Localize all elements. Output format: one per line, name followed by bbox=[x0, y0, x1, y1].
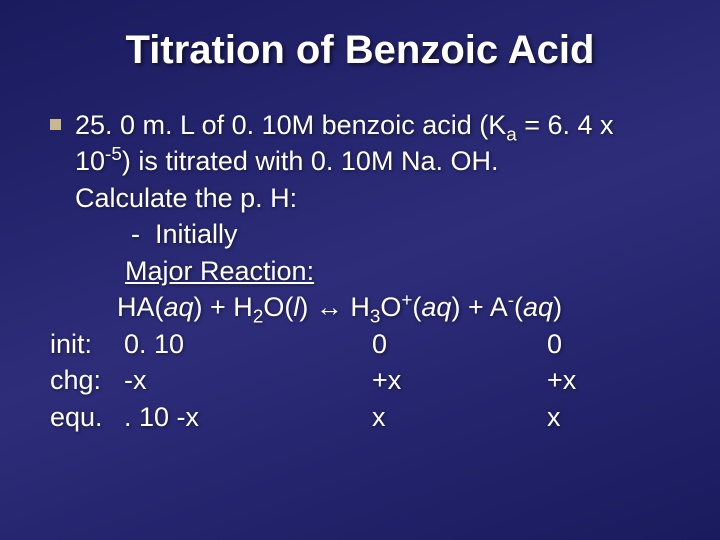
slide-content: 25. 0 m. L of 0. 10M benzoic acid (Ka = … bbox=[50, 107, 670, 435]
major-reaction-label: Major Reaction: bbox=[75, 253, 670, 289]
reaction-equation: HA(aq) + H2O(l) ↔ H3O+(aq) + A-(aq) bbox=[75, 289, 670, 325]
ice-chg-c1: -x bbox=[124, 362, 372, 398]
ice-chg-c2: +x bbox=[372, 362, 527, 398]
ice-init-c1: 0. 10 bbox=[124, 326, 372, 362]
ice-row-chg: chg: -x +x +x bbox=[50, 362, 670, 398]
ice-table: init: 0. 10 0 0 chg: -x +x +x equ. . 10 … bbox=[50, 326, 670, 435]
reaction-r2-sub: 2 bbox=[253, 307, 264, 328]
slide: Titration of Benzoic Acid 25. 0 m. L of … bbox=[0, 0, 720, 540]
reaction-r2-close: ) ↔ H bbox=[299, 292, 370, 322]
ice-chg-label: chg: bbox=[50, 362, 124, 398]
ice-init-label: init: bbox=[50, 326, 124, 362]
reaction-r4-open: ( bbox=[514, 292, 523, 322]
reaction-r3-sup: + bbox=[401, 290, 412, 311]
problem-line1-pre: 25. 0 m. L of 0. 10M benzoic acid (K bbox=[75, 110, 506, 140]
reaction-r3-close: ) + A bbox=[451, 292, 507, 322]
problem-line1-sub: a bbox=[506, 124, 517, 145]
dash: - bbox=[131, 219, 140, 249]
problem-text: 25. 0 m. L of 0. 10M benzoic acid (Ka = … bbox=[75, 107, 670, 326]
ice-equ-c1: . 10 -x bbox=[124, 399, 372, 435]
major-reaction-underline: Major Reaction: bbox=[125, 256, 314, 286]
ice-chg-c3: +x bbox=[527, 362, 627, 398]
reaction-r4-close: ) bbox=[553, 292, 562, 322]
initially-text: Initially bbox=[155, 219, 238, 249]
ice-init-c2: 0 bbox=[372, 326, 527, 362]
reaction-r4-state: aq bbox=[523, 292, 553, 322]
problem-line2-sup: -5 bbox=[105, 144, 122, 165]
reaction-r3-mid: O bbox=[380, 292, 401, 322]
ice-init-c3: 0 bbox=[527, 326, 627, 362]
problem-line2-pre: 10 bbox=[75, 146, 105, 176]
reaction-r1-close: ) + H bbox=[194, 292, 253, 322]
slide-title: Titration of Benzoic Acid bbox=[50, 28, 670, 73]
reaction-r1: HA( bbox=[117, 292, 164, 322]
ice-equ-c3: x bbox=[527, 399, 627, 435]
reaction-r3-state: aq bbox=[421, 292, 451, 322]
problem-line-1: 25. 0 m. L of 0. 10M benzoic acid (Ka = … bbox=[75, 107, 670, 143]
ice-equ-label: equ. bbox=[50, 399, 124, 435]
reaction-r1-state: aq bbox=[164, 292, 194, 322]
problem-bullet: 25. 0 m. L of 0. 10M benzoic acid (Ka = … bbox=[50, 107, 670, 326]
ice-row-equ: equ. . 10 -x x x bbox=[50, 399, 670, 435]
ice-equ-c2: x bbox=[372, 399, 527, 435]
problem-line-3: Calculate the p. H: bbox=[75, 180, 670, 216]
problem-line-2: 10-5) is titrated with 0. 10M Na. OH. bbox=[75, 143, 670, 179]
reaction-r2-mid: O( bbox=[263, 292, 293, 322]
initially-bullet: - Initially bbox=[75, 216, 670, 252]
problem-line2-post: ) is titrated with 0. 10M Na. OH. bbox=[122, 146, 499, 176]
bullet-square-icon bbox=[50, 119, 61, 130]
problem-line1-post: = 6. 4 x bbox=[517, 110, 614, 140]
ice-row-init: init: 0. 10 0 0 bbox=[50, 326, 670, 362]
reaction-r3-sub: 3 bbox=[370, 307, 381, 328]
